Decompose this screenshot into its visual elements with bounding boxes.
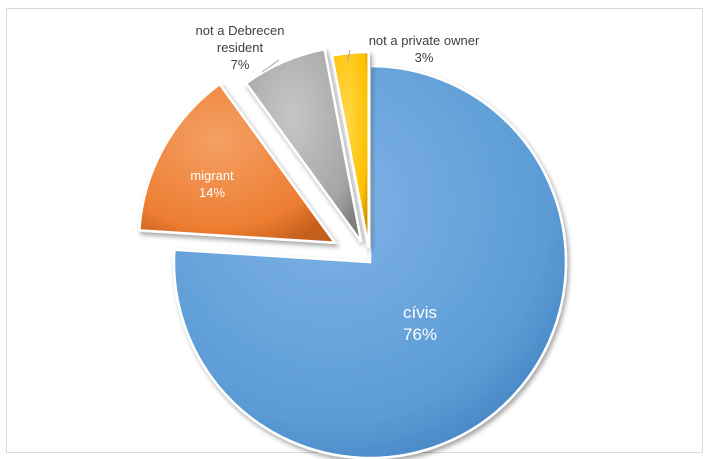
leader-line-not-a-debrecen-resident [261, 59, 280, 73]
data-label-migrant: migrant 14% [190, 168, 234, 200]
pie-slice-not-a-private-owner [330, 50, 370, 249]
pie-slice-c-vis [172, 64, 568, 459]
data-label-not-a-private-owner: not a private owner 3% [369, 33, 480, 65]
pie-slice-migrant [138, 82, 338, 245]
leader-line-not-a-private-owner [346, 49, 351, 63]
data-label-not-a-debrecen-resident: not a Debrecen resident 7% [196, 23, 285, 72]
pie-slice-not-a-debrecen-resident [244, 47, 363, 243]
pie-labels: cívis 76% migrant 14% not a Debrecen resident… [190, 23, 480, 344]
pie-slices [138, 47, 568, 459]
data-label-c-vis: cívis 76% [403, 303, 437, 344]
